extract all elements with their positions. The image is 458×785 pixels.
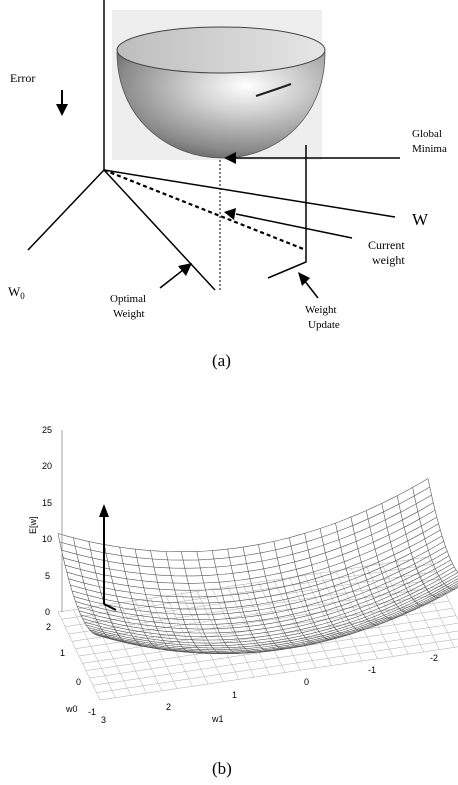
floor-grid-line [57,556,429,613]
error-bowl [116,51,326,159]
surface-mesh-line [85,569,457,644]
panel-a-error-bowl-diagram: Error W0 W Global Minima Current weight [8,0,447,370]
global-minima-label-1: Global [412,128,442,140]
floor-grid-line [61,564,432,620]
floor-grid-line [75,593,446,649]
surface-mesh-line [71,535,443,610]
z-tick-10: 10 [42,534,52,544]
w1-tick-0: 0 [304,677,309,687]
w1-axis-label: w1 [211,714,224,724]
weight-update-label-2: Update [308,319,340,331]
surface-mesh-line [77,551,448,625]
floor-grid-line [85,615,457,671]
z-tick-25: 25 [42,425,52,435]
w0-tick-2: 2 [46,622,51,632]
error-bowl-rim [116,26,326,74]
surface-mesh-line [80,559,451,634]
w0-tick-1: 1 [60,648,65,658]
error-surface-mesh [57,478,458,655]
z-tick-20: 20 [42,461,52,471]
w0-tick-m1: -1 [88,707,96,717]
z-tick-5: 5 [45,571,50,581]
floor-grid-line [99,646,458,701]
w-axis [103,169,396,218]
w1-tick-3: 3 [101,715,106,725]
w1-tick-m2: -2 [430,653,438,663]
surface-mesh-line [78,555,450,630]
panel-b-error-surface-plot: 25 20 15 10 5 0 E[w] 2 1 0 -1 w0 3 2 1 0… [28,425,458,778]
w1-axis-ticks: 3 2 1 0 -1 -2 [101,653,438,725]
optimal-weight-arrow [159,263,192,289]
surface-mesh-line [59,486,430,561]
floor-grid-line [96,638,458,693]
surface-mesh-line [73,541,444,615]
surface-mesh-line [61,494,432,569]
surface-mesh-line [75,546,446,621]
surface-mesh-line [63,502,434,577]
current-weight-label-2: weight [372,253,405,267]
surface-mesh-line [87,572,458,647]
optimal-weight-label-1: Optimal [110,293,146,305]
global-minima-label-2: Minima [412,143,447,155]
weight-update-label-1: Weight [305,304,337,316]
surface-mesh-line [89,575,458,649]
panel-a-caption: (a) [212,351,231,370]
weight-update-segment [267,250,307,279]
floor-grid [57,556,458,701]
panel-b-caption: (b) [212,759,232,778]
error-direction-arrow [56,90,68,116]
optimal-weight-line [103,169,216,291]
w0-axis-label: w0 [65,704,78,714]
gradient-step-arrow [99,504,117,611]
w1-tick-2: 2 [166,702,171,712]
surface-mesh-line [91,578,458,651]
surface-mesh-line [57,478,429,553]
surface-mesh-line [70,529,441,604]
surface-mesh-line [82,563,453,638]
w-label: W [412,210,429,229]
surface-mesh-line [84,566,455,641]
surface-mesh-line [94,582,458,653]
optimal-weight-label-2: Weight [113,308,145,320]
current-weight-line [103,168,307,252]
surface-mesh-line [68,523,439,598]
floor-grid-line [68,578,439,635]
surface-mesh-line [99,587,458,655]
w0-label: W0 [8,284,25,301]
surface-mesh-line [88,541,131,644]
error-label: Error [10,71,35,85]
surface-mesh-line [57,533,100,636]
bowl-weight-marker [255,83,292,97]
weight-update-arrow [298,272,319,299]
w0-axis [27,169,105,251]
current-weight-pointer-arrow [224,208,353,239]
z-tick-0: 0 [45,607,50,617]
z-axis-ticks: 25 20 15 10 5 0 [42,425,52,617]
z-axis-label: E[w] [28,516,38,534]
w0-tick-0: 0 [76,677,81,687]
surface-mesh-line [66,516,437,591]
global-minima-arrow [224,152,400,164]
floor-grid-line [92,630,458,686]
current-weight-label-1: Current [368,238,405,252]
w0-axis-ticks: 2 1 0 -1 [46,622,96,717]
w1-tick-m1: -1 [368,665,376,675]
w1-tick-1: 1 [232,690,237,700]
surface-mesh-line [92,580,458,652]
surface-mesh-line [64,509,436,584]
z-tick-15: 15 [42,498,52,508]
